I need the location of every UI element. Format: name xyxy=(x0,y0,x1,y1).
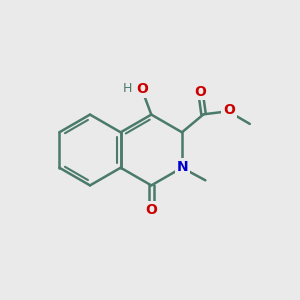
Text: O: O xyxy=(223,103,235,117)
Text: H: H xyxy=(123,82,132,95)
Text: O: O xyxy=(195,85,206,98)
Text: N: N xyxy=(177,160,188,174)
Text: O: O xyxy=(136,82,148,96)
Text: O: O xyxy=(146,203,157,217)
